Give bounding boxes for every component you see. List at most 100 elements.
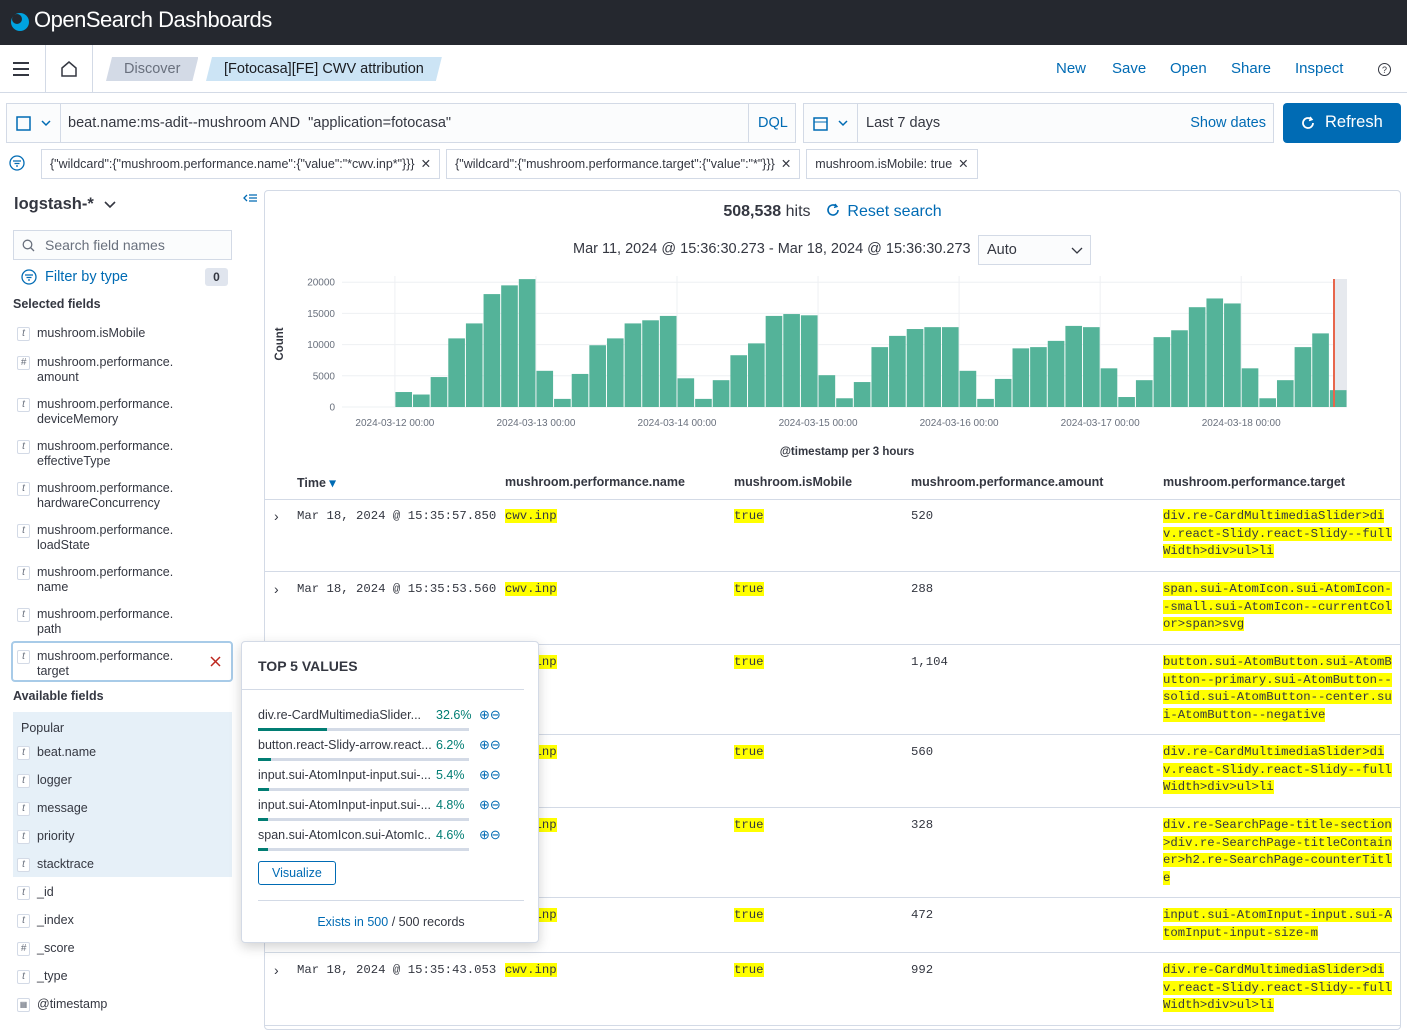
field-item[interactable]: #_score [13,941,233,956]
exists-count[interactable]: Exists in 500 [317,915,388,929]
field-item[interactable]: tmushroom.performance.target [13,649,233,679]
column-header[interactable]: mushroom.isMobile [734,475,852,489]
filter-remove[interactable]: ✕ [958,157,968,171]
filter-by-type[interactable]: Filter by type [45,269,128,285]
reset-search[interactable]: Reset search [847,203,941,220]
column-header[interactable]: mushroom.performance.amount [911,475,1103,489]
nav-action[interactable]: New [1056,60,1086,77]
interval-select[interactable]: Auto [978,235,1091,265]
visualize-button[interactable]: Visualize [258,861,336,885]
field-item[interactable]: tstacktrace [13,857,233,872]
filter-type-icon[interactable] [21,269,37,285]
bar [871,347,888,407]
table-cell: true [734,654,764,672]
expand-toggle[interactable]: › [274,581,279,599]
filter-buttons[interactable]: ⊕⊖ [479,827,501,843]
expand-toggle[interactable]: › [274,508,279,526]
table-cell: cwv.inp [505,508,557,526]
field-item[interactable]: tmessage [13,801,233,816]
bar [660,316,677,407]
table-cell: span.sui-AtomIcon.sui-AtomIcon--small.su… [1163,581,1393,634]
value: cwv.inp [505,509,557,523]
collapse-icon[interactable] [242,192,258,206]
calendar-icon[interactable] [812,116,852,132]
field-item[interactable]: t_index [13,913,233,928]
field-type: t [17,746,30,760]
query-bar[interactable]: beat.name:ms-adit--mushroom AND "applica… [6,103,796,143]
field-item[interactable]: tbeat.name [13,745,233,760]
menu-icon[interactable] [12,61,30,77]
field-item[interactable]: tmushroom.isMobile [13,326,233,341]
table-cell: 560 [911,744,933,762]
nav-action[interactable]: Open [1170,60,1207,77]
filter-buttons[interactable]: ⊕⊖ [479,767,501,783]
y-tick-label: 15000 [307,309,335,320]
field-name: mushroom.performance.loadState [37,523,187,553]
nav-action[interactable]: Inspect [1295,60,1343,77]
field-item[interactable]: tmushroom.performance.name [13,565,233,595]
breadcrumb[interactable]: [Fotocasa][FE] CWV attribution [206,57,442,81]
query-language[interactable]: DQL [758,115,788,131]
available-title: Available fields [13,689,104,703]
refresh-button[interactable]: Refresh [1283,103,1401,143]
filter-pill[interactable]: mushroom.isMobile: true✕ [806,149,977,179]
help-icon[interactable]: ? [1377,62,1392,77]
bar [1259,398,1276,407]
field-item[interactable]: t_type [13,969,233,984]
query-text[interactable]: beat.name:ms-adit--mushroom AND "applica… [68,115,451,131]
breadcrumb[interactable]: Discover [106,57,198,81]
column-header[interactable]: mushroom.performance.name [505,475,685,489]
nav-action[interactable]: Share [1231,60,1271,77]
partial-bucket-shade [1334,279,1347,407]
filter-icon[interactable] [9,155,25,171]
bar [766,316,783,407]
value: button.sui-AtomButton.sui-AtomButton--pr… [1163,655,1392,722]
field-name: _id [37,885,187,900]
value: input.sui-AtomInput-input.sui-AtomInput-… [1163,908,1392,940]
field-item[interactable]: ▦@timestamp [13,997,233,1012]
field-item[interactable]: t_id [13,885,233,900]
bar [1154,337,1171,407]
filter-pill[interactable]: {"wildcard":{"mushroom.performance.targe… [446,149,800,179]
field-item[interactable]: #mushroom.performance.amount [13,355,233,385]
filter-remove[interactable]: ✕ [421,157,431,171]
field-item[interactable]: tmushroom.performance.effectiveType [13,439,233,469]
filter-buttons[interactable]: ⊕⊖ [479,797,501,813]
table-row: ›Mar 18, 2024 @ 15:35:57.850cwv.inptrue5… [265,500,1400,572]
filter-buttons[interactable]: ⊕⊖ [479,737,501,753]
nav-action[interactable]: Save [1112,60,1146,77]
top-value-bar [258,758,271,761]
bar [1189,307,1206,407]
field-name: _type [37,969,187,984]
value: true [734,908,764,922]
column-header[interactable]: Time ▾ [297,475,336,490]
time-range: Mar 11, 2024 @ 15:36:30.273 - Mar 18, 20… [573,241,971,257]
field-item[interactable]: tlogger [13,773,233,788]
index-pattern[interactable]: logstash-* [14,195,94,214]
field-item[interactable]: tmushroom.performance.hardwareConcurrenc… [13,481,233,511]
filter-buttons[interactable]: ⊕⊖ [479,707,501,723]
field-item[interactable]: tmushroom.performance.deviceMemory [13,397,233,427]
index-chevron[interactable] [103,199,117,211]
field-item[interactable]: tmushroom.performance.path [13,607,233,637]
show-dates[interactable]: Show dates [1190,115,1266,131]
field-item[interactable]: tmushroom.performance.loadState [13,523,233,553]
field-item[interactable]: tpriority [13,829,233,844]
x-tick-label: 2024-03-15 00:00 [779,418,858,429]
column-header[interactable]: mushroom.performance.target [1163,475,1345,489]
saved-query-icon[interactable] [15,115,55,133]
brand: OpenSearch Dashboards [34,7,272,33]
popular-title: Popular [21,721,64,735]
home-icon[interactable] [60,60,78,78]
filter-pill[interactable]: {"wildcard":{"mushroom.performance.name"… [41,149,440,179]
field-type: t [17,398,30,412]
date-range[interactable]: Last 7 days [866,115,940,131]
nav-bar: ? Discover [Fotocasa][FE] CWV attribution… [0,45,1407,93]
field-search[interactable]: Search field names [13,230,232,260]
table-cell: input.sui-AtomInput-input.sui-AtomInput-… [1163,907,1393,942]
field-type: t [17,830,30,844]
date-picker[interactable]: Last 7 days Show dates [803,103,1274,143]
filter-remove[interactable]: ✕ [781,157,791,171]
value: div.re-CardMultimediaSlider>div.react-Sl… [1163,963,1392,1012]
expand-toggle[interactable]: › [274,962,279,980]
